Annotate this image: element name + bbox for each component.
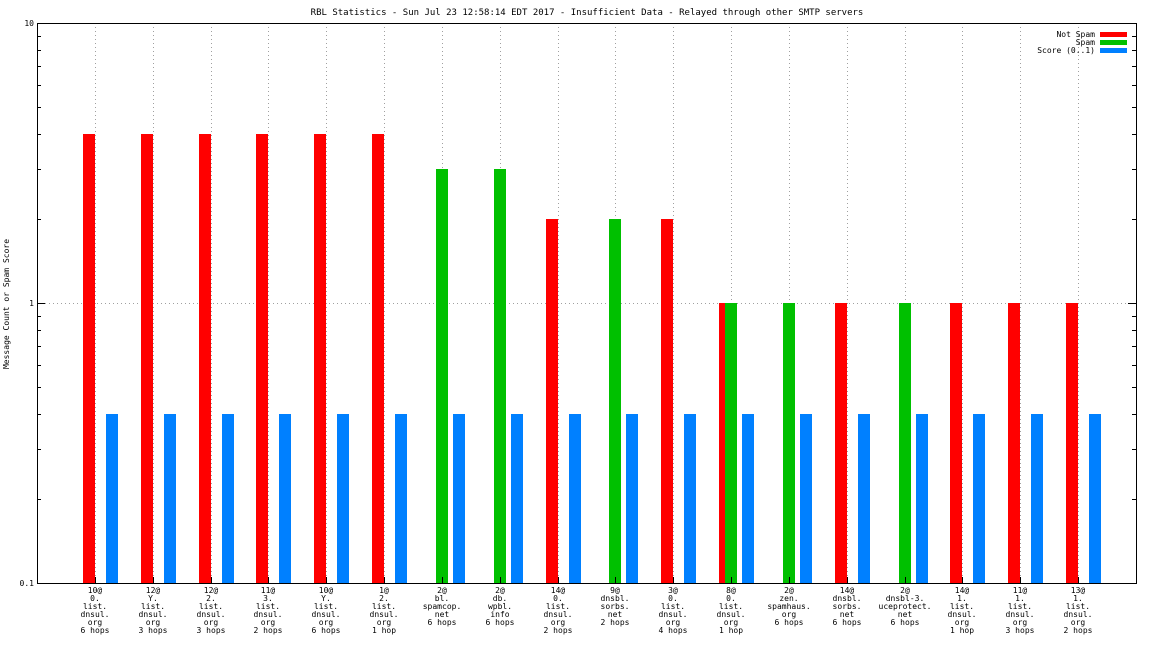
bar-not-spam [546, 219, 558, 583]
legend-swatch [1100, 48, 1127, 53]
bar-score-0-1 [511, 414, 523, 583]
x-tick-label: 14@ 0. list. dnsul. org 2 hops [544, 586, 573, 635]
bar-spam [783, 303, 795, 583]
bar-spam [609, 219, 621, 583]
x-tick-label: 9@ dnsbl. sorbs. net 2 hops [601, 586, 630, 627]
bar-score-0-1 [684, 414, 696, 583]
bar-score-0-1 [106, 414, 118, 583]
bar-score-0-1 [279, 414, 291, 583]
bar-spam [725, 303, 737, 583]
bar-not-spam [1008, 303, 1020, 583]
bar-score-0-1 [569, 414, 581, 583]
x-tick-label: 2@ db. wpbl. info 6 hops [486, 586, 515, 627]
bar-score-0-1 [800, 414, 812, 583]
bar-not-spam [199, 134, 211, 583]
bar-spam [899, 303, 911, 583]
x-tick-label: 10@ Y. list. dnsul. org 6 hops [312, 586, 341, 635]
x-tick-label: 2@ zen. spamhaus. org 6 hops [767, 586, 810, 627]
bar-score-0-1 [742, 414, 754, 583]
bar-score-0-1 [1089, 414, 1101, 583]
bar-score-0-1 [395, 414, 407, 583]
chart-title: RBL Statistics - Sun Jul 23 12:58:14 EDT… [311, 8, 864, 18]
legend-swatch [1100, 40, 1127, 45]
bar-not-spam [141, 134, 153, 583]
x-tick-label: 14@ 1. list. dnsul. org 1 hop [948, 586, 977, 635]
x-tick-label: 8@ 0. list. dnsul. org 1 hop [717, 586, 746, 635]
bar-not-spam [372, 134, 384, 583]
bar-not-spam [1066, 303, 1078, 583]
x-tick-label: 13@ 1. list. dnsul. org 2 hops [1064, 586, 1093, 635]
bar-not-spam [835, 303, 847, 583]
x-tick-label: 14@ dnsbl. sorbs. net 6 hops [833, 586, 862, 627]
x-tick-label: 3@ 0. list. dnsul. org 4 hops [659, 586, 688, 635]
x-tick-label: 11@ 3. list. dnsul. org 2 hops [254, 586, 283, 635]
bar-not-spam [950, 303, 962, 583]
bar-score-0-1 [973, 414, 985, 583]
bar-not-spam [256, 134, 268, 583]
bar-not-spam [661, 219, 673, 583]
x-tick-label: 12@ 2. list. dnsul. org 3 hops [197, 586, 226, 635]
bars [83, 134, 1101, 583]
y-tick-label: 10 [24, 19, 34, 28]
x-tick-label: 10@ 0. list. dnsul. org 6 hops [81, 586, 110, 635]
x-tick-label: 2@ bl. spamcop. net 6 hops [423, 586, 462, 627]
legend-label: Not Spam [1056, 30, 1095, 39]
bar-score-0-1 [916, 414, 928, 583]
legend-swatch [1100, 32, 1127, 37]
bar-score-0-1 [453, 414, 465, 583]
bar-score-0-1 [1031, 414, 1043, 583]
x-tick-label: 1@ 2. list. dnsul. org 1 hop [370, 586, 399, 635]
bar-score-0-1 [164, 414, 176, 583]
y-tick-label: 0.1 [20, 579, 35, 588]
bar-spam [494, 169, 506, 583]
plot-frame [37, 23, 1137, 584]
x-tick-label: 12@ Y. list. dnsul. org 3 hops [139, 586, 168, 635]
bar-not-spam [83, 134, 95, 583]
bar-score-0-1 [858, 414, 870, 583]
bar-score-0-1 [222, 414, 234, 583]
bar-score-0-1 [626, 414, 638, 583]
bar-score-0-1 [337, 414, 349, 583]
y-axis-label: Message Count or Spam Score [2, 239, 11, 369]
bar-spam [436, 169, 448, 583]
y-axis-ticks: 0.1 1 10 [20, 19, 1136, 588]
legend-label: Score (0..1) [1037, 46, 1095, 55]
legend-label: Spam [1076, 38, 1095, 47]
bar-not-spam [314, 134, 326, 583]
x-axis-labels: 10@ 0. list. dnsul. org 6 hops 12@ Y. list. dnsul… [81, 577, 1093, 635]
x-tick-label: 2@ dnsbl-3. uceprotect. net 6 hops [879, 586, 932, 627]
y-tick-label: 1 [29, 299, 34, 308]
x-tick-label: 11@ 1. list. dnsul. org 3 hops [1006, 586, 1035, 635]
